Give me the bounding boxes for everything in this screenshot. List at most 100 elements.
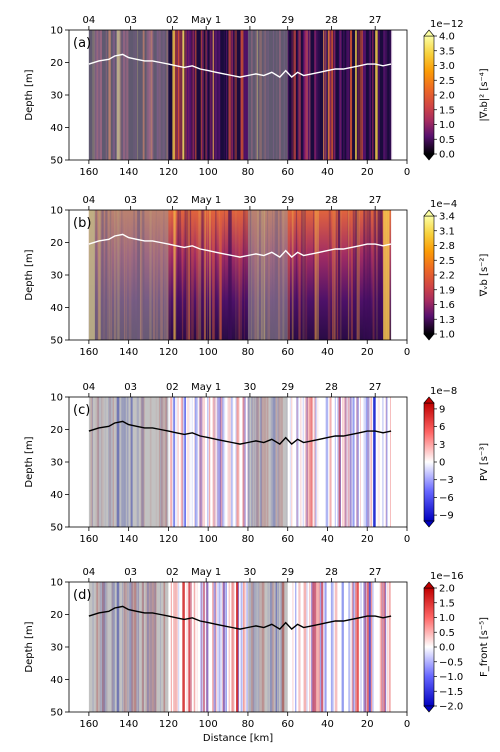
stripe bbox=[338, 210, 340, 340]
x-tick-label: 160 bbox=[79, 534, 98, 545]
stripe bbox=[357, 210, 359, 340]
colorbar-tick-label: −0.5 bbox=[439, 657, 463, 668]
top-tick-label: 03 bbox=[124, 195, 137, 206]
stripe bbox=[196, 582, 198, 712]
stripe bbox=[191, 210, 194, 340]
stripe bbox=[230, 582, 234, 712]
stripe bbox=[244, 210, 245, 340]
x-tick-label: 80 bbox=[242, 534, 255, 545]
colorbar-label: |∇ₕb|² [s⁻⁴] bbox=[479, 68, 490, 121]
top-tick-label: 02 bbox=[166, 567, 179, 578]
stripe bbox=[179, 30, 183, 160]
stripe bbox=[177, 30, 180, 160]
stripe bbox=[209, 210, 211, 340]
stripe bbox=[332, 210, 335, 340]
stripe bbox=[389, 30, 391, 160]
colorbar: 9 6 3 0 −3 −6 −9 1e−8 PV [s⁻³] bbox=[423, 386, 490, 528]
stripe bbox=[353, 582, 357, 712]
stripe bbox=[221, 397, 224, 527]
stripe bbox=[298, 582, 301, 712]
stripe bbox=[212, 210, 216, 340]
stripe bbox=[185, 30, 188, 160]
stripe bbox=[222, 582, 226, 712]
x-tick-label: 160 bbox=[79, 167, 98, 178]
stripe bbox=[336, 210, 338, 340]
stripe bbox=[304, 30, 306, 160]
stripe bbox=[170, 397, 172, 527]
stripe bbox=[348, 582, 351, 712]
stripe bbox=[306, 582, 308, 712]
y-tick-label: 40 bbox=[50, 123, 63, 134]
stripe bbox=[287, 30, 289, 160]
top-tick-label: 28 bbox=[325, 567, 338, 578]
stripe bbox=[212, 397, 215, 527]
stripe bbox=[201, 30, 204, 160]
colorbar-tick-label: 3.4 bbox=[439, 212, 455, 223]
stripe bbox=[370, 582, 372, 712]
stripe bbox=[387, 582, 388, 712]
stripe bbox=[191, 30, 193, 160]
stripe bbox=[200, 210, 204, 340]
stripe bbox=[244, 397, 246, 527]
colorbar-extend-top bbox=[423, 29, 435, 37]
stripe bbox=[356, 397, 360, 527]
stripe bbox=[202, 210, 205, 340]
stripe bbox=[296, 397, 299, 527]
stripe bbox=[300, 397, 302, 527]
stripe bbox=[336, 210, 339, 340]
stripe bbox=[186, 210, 189, 340]
stripe bbox=[172, 30, 175, 160]
stripe bbox=[291, 30, 293, 160]
stripe bbox=[366, 210, 368, 340]
stripe bbox=[383, 30, 385, 160]
stripe bbox=[356, 210, 359, 340]
stripe bbox=[366, 397, 368, 527]
stripe bbox=[214, 30, 218, 160]
top-tick-label: May 1 bbox=[191, 195, 221, 206]
stripe bbox=[236, 397, 238, 527]
top-tick-label: 02 bbox=[166, 15, 179, 26]
stripe bbox=[354, 582, 358, 712]
stripe bbox=[310, 582, 313, 712]
stripe bbox=[376, 210, 378, 340]
stripe bbox=[188, 582, 191, 712]
stripe bbox=[193, 30, 195, 160]
stripe bbox=[292, 582, 294, 712]
stripe bbox=[234, 30, 237, 160]
stripe bbox=[242, 397, 245, 527]
stripe bbox=[298, 582, 300, 712]
stripe bbox=[173, 397, 176, 527]
colorbar-tick-label: 2.5 bbox=[439, 76, 455, 87]
stripe bbox=[347, 210, 350, 340]
stripe bbox=[390, 397, 391, 527]
y-tick-label: 40 bbox=[50, 303, 63, 314]
stripe bbox=[184, 397, 186, 527]
stripe bbox=[223, 210, 225, 340]
stripe bbox=[365, 582, 367, 712]
stripe bbox=[357, 582, 359, 712]
stripe bbox=[338, 397, 340, 527]
stripe bbox=[173, 210, 176, 340]
stripe bbox=[229, 30, 230, 160]
stripe bbox=[229, 582, 230, 712]
stripe bbox=[372, 582, 374, 712]
colorbar-tick-label: 9 bbox=[439, 404, 445, 415]
stripe bbox=[384, 582, 386, 712]
stripe bbox=[363, 210, 365, 340]
stripe bbox=[308, 397, 311, 527]
stripe bbox=[209, 30, 211, 160]
stripe bbox=[338, 210, 340, 340]
stripe bbox=[198, 397, 202, 527]
shaded-region bbox=[88, 582, 169, 712]
top-tick-label: 02 bbox=[166, 195, 179, 206]
stripe bbox=[301, 210, 304, 340]
stripe bbox=[291, 210, 294, 340]
stripe bbox=[242, 582, 245, 712]
y-tick-label: 50 bbox=[50, 523, 63, 534]
y-tick-label: 50 bbox=[50, 708, 63, 719]
colorbar-tick-label: −1.5 bbox=[439, 687, 463, 698]
stripe bbox=[352, 582, 355, 712]
stripe bbox=[236, 582, 239, 712]
y-axis-label: Depth [m] bbox=[24, 621, 35, 672]
